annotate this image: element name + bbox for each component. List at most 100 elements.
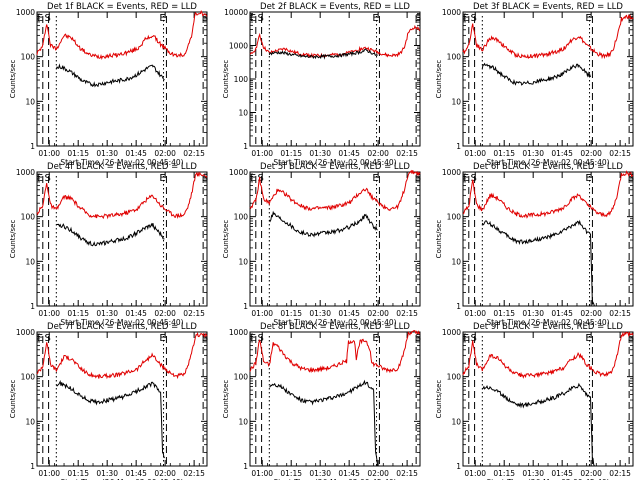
marker-label: E xyxy=(463,13,469,24)
x-tick-label: 02:15 xyxy=(396,149,418,158)
y-tick-label: 100 xyxy=(21,53,36,62)
marker-label: S xyxy=(44,173,50,184)
events-series-line xyxy=(55,63,165,88)
x-tick-label: 01:15 xyxy=(280,469,302,478)
x-tick-label: 01:00 xyxy=(464,469,486,478)
marker-label: E xyxy=(372,333,378,344)
x-tick-label: 01:45 xyxy=(338,469,360,478)
y-tick-label: 1000 xyxy=(16,168,35,177)
x-tick-label: 02:00 xyxy=(367,149,389,158)
detector-panel: Det 3f BLACK = Events, RED = LLD Counts/s… xyxy=(435,2,634,167)
x-tick-label: 01:00 xyxy=(464,149,486,158)
y-axis-label: Counts/sec xyxy=(222,220,230,259)
marker-label: S xyxy=(415,13,421,24)
marker-label: S xyxy=(202,13,208,24)
y-axis-label: Counts/sec xyxy=(435,220,443,259)
panel-title: Det 2f BLACK = Events, RED = LLD xyxy=(260,2,410,12)
plot-frame xyxy=(36,331,208,467)
panel-title: Det 5f BLACK = Events, RED = LLD xyxy=(260,162,410,172)
plot-frame xyxy=(249,331,421,467)
x-axis-label: Start Time (26-May-02 00:45:40) xyxy=(60,158,183,167)
y-tick-label: 100 xyxy=(447,213,462,222)
x-tick-label: 01:45 xyxy=(338,149,360,158)
marker-label: E xyxy=(159,173,165,184)
events-series-line xyxy=(481,62,591,86)
y-tick-label: 10 xyxy=(238,417,248,426)
y-tick-label: 100 xyxy=(447,53,462,62)
x-tick-label: 01:30 xyxy=(522,469,544,478)
marker-label: E xyxy=(37,13,43,24)
detector-panel: Det 5f BLACK = Events, RED = LLD Counts/s… xyxy=(222,162,421,327)
marker-label: S xyxy=(44,333,50,344)
panel-title: Det 7f BLACK = Events, RED = LLD xyxy=(47,322,197,332)
y-tick-label: 10000 xyxy=(224,8,248,17)
x-tick-label: 01:00 xyxy=(38,149,60,158)
marker-label: E xyxy=(250,333,256,344)
events-series-line xyxy=(56,222,165,247)
panel-title: Det 9f BLACK = Events, RED = LLD xyxy=(473,322,623,332)
marker-label: S xyxy=(628,333,634,344)
y-tick-label: 10 xyxy=(238,109,248,118)
x-axis-label: Start Time (26-May-02 00:45:40) xyxy=(60,478,183,480)
lld-series-line xyxy=(36,332,208,380)
marker-label: S xyxy=(628,173,634,184)
events-series-line xyxy=(55,380,165,459)
x-tick-label: 01:00 xyxy=(38,469,60,478)
y-axis-label: Counts/sec xyxy=(222,60,230,99)
x-tick-label: 01:45 xyxy=(551,469,573,478)
x-tick-label: 01:15 xyxy=(67,469,89,478)
detector-panel: Det 2f BLACK = Events, RED = LLD Counts/s… xyxy=(222,2,421,167)
marker-label: E xyxy=(585,333,591,344)
detector-panel: Det 4f BLACK = Events, RED = LLD Counts/s… xyxy=(9,162,208,327)
lld-series-line xyxy=(36,171,208,220)
marker-label: E xyxy=(463,333,469,344)
panel-title: Det 3f BLACK = Events, RED = LLD xyxy=(473,2,623,12)
y-tick-label: 1 xyxy=(243,302,248,311)
detector-panel: Det 6f BLACK = Events, RED = LLD Counts/s… xyxy=(435,162,634,327)
x-tick-label: 01:30 xyxy=(522,309,544,318)
lld-series-line xyxy=(249,24,421,59)
y-tick-label: 10 xyxy=(451,97,461,106)
y-tick-label: 100 xyxy=(234,213,249,222)
x-tick-label: 01:30 xyxy=(309,469,331,478)
events-series-line xyxy=(481,382,595,467)
y-tick-label: 1 xyxy=(456,302,461,311)
x-tick-label: 02:15 xyxy=(609,469,631,478)
x-tick-label: 02:15 xyxy=(183,309,205,318)
x-tick-label: 02:00 xyxy=(367,469,389,478)
events-series-line xyxy=(268,210,378,238)
y-tick-label: 100 xyxy=(21,213,36,222)
x-tick-label: 01:45 xyxy=(338,309,360,318)
marker-label: S xyxy=(202,173,208,184)
y-tick-label: 1 xyxy=(243,142,248,151)
marker-label: E xyxy=(372,173,378,184)
marker-label: S xyxy=(257,173,263,184)
marker-label: E xyxy=(37,333,43,344)
x-tick-label: 02:00 xyxy=(580,309,602,318)
lld-series-line xyxy=(462,331,634,379)
panel-title: Det 6f BLACK = Events, RED = LLD xyxy=(473,162,623,172)
marker-label: E xyxy=(372,13,378,24)
marker-label: S xyxy=(257,13,263,24)
marker-label: S xyxy=(257,333,263,344)
events-series-line xyxy=(269,379,378,467)
x-tick-label: 02:15 xyxy=(183,469,205,478)
x-axis-label: Start Time (26-May-02 00:45:40) xyxy=(486,318,609,327)
lld-series-line xyxy=(462,13,634,60)
y-tick-label: 1000 xyxy=(16,328,35,337)
y-axis-label: Counts/sec xyxy=(435,60,443,99)
lld-series-line xyxy=(249,330,421,374)
y-tick-label: 1 xyxy=(30,462,35,471)
marker-label: E xyxy=(463,173,469,184)
x-tick-label: 02:15 xyxy=(396,469,418,478)
y-tick-label: 10 xyxy=(25,417,35,426)
detector-panel: Det 9f BLACK = Events, RED = LLD Counts/s… xyxy=(435,322,634,480)
x-tick-label: 02:00 xyxy=(580,149,602,158)
y-axis-label: Counts/sec xyxy=(9,380,17,419)
x-tick-label: 01:30 xyxy=(309,309,331,318)
y-axis-label: Counts/sec xyxy=(9,60,17,99)
y-tick-label: 1 xyxy=(30,142,35,151)
x-axis-label: Start Time (26-May-02 00:45:40) xyxy=(273,478,396,480)
marker-label: E xyxy=(585,13,591,24)
y-tick-label: 1 xyxy=(456,142,461,151)
